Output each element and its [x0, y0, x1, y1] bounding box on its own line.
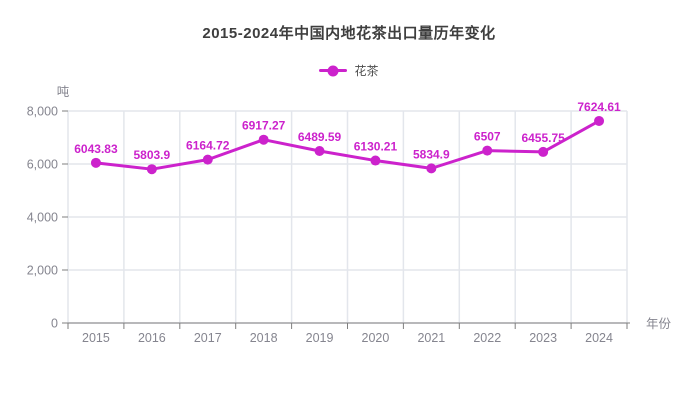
data-point — [90, 157, 101, 168]
legend-item-flower-tea[interactable]: 花茶 — [319, 62, 379, 79]
data-label: 6507 — [474, 130, 501, 144]
y-axis-tick-label: 4,000 — [27, 211, 58, 225]
y-axis-unit-label: 吨 — [57, 85, 70, 99]
y-axis-tick-label: 6,000 — [27, 158, 58, 172]
x-axis-tick-label: 2015 — [82, 331, 110, 345]
x-axis-tick-label: 2018 — [250, 331, 278, 345]
legend-dot-marker-icon — [327, 65, 339, 76]
legend-item-label: 花茶 — [354, 64, 379, 78]
x-axis-tick-label: 2023 — [529, 331, 557, 345]
series-line — [94, 119, 601, 171]
y-axis-tick-label: 2,000 — [27, 264, 58, 278]
data-label: 5834.9 — [413, 147, 450, 161]
data-point — [146, 164, 157, 175]
y-axis-tick-label: 0 — [51, 317, 58, 331]
data-label: 6043.83 — [74, 142, 118, 156]
data-label: 7624.61 — [577, 100, 621, 114]
data-point — [482, 145, 493, 156]
x-axis-tick-label: 2020 — [362, 331, 390, 345]
x-axis-tick-label: 2022 — [473, 331, 501, 345]
x-axis-tick-label: 2019 — [306, 331, 334, 345]
data-label: 6130.21 — [354, 140, 398, 154]
data-label: 6164.72 — [186, 139, 230, 153]
x-axis-tick-label: 2024 — [585, 331, 613, 345]
x-axis-tick-label: 2016 — [138, 331, 166, 345]
data-point — [202, 154, 213, 165]
chart-title: 2015-2024年中国内地花茶出口量历年变化 — [202, 25, 496, 42]
x-axis-title: 年份 — [646, 317, 672, 331]
data-point — [538, 146, 549, 157]
x-axis-tick-label: 2021 — [417, 331, 445, 345]
data-point — [426, 163, 437, 174]
x-axis-tick-label: 2017 — [194, 331, 222, 345]
data-point — [314, 146, 325, 157]
y-axis-tick-label: 8,000 — [27, 105, 58, 119]
data-label: 6917.27 — [242, 119, 286, 133]
data-label: 6489.59 — [298, 130, 342, 144]
data-point — [594, 115, 605, 126]
data-point — [258, 134, 269, 145]
legend: 花茶 — [0, 62, 698, 79]
data-label: 6455.75 — [521, 131, 565, 145]
legend-line-marker-icon — [319, 65, 348, 76]
data-label: 5803.9 — [133, 148, 170, 162]
data-point — [370, 155, 381, 166]
